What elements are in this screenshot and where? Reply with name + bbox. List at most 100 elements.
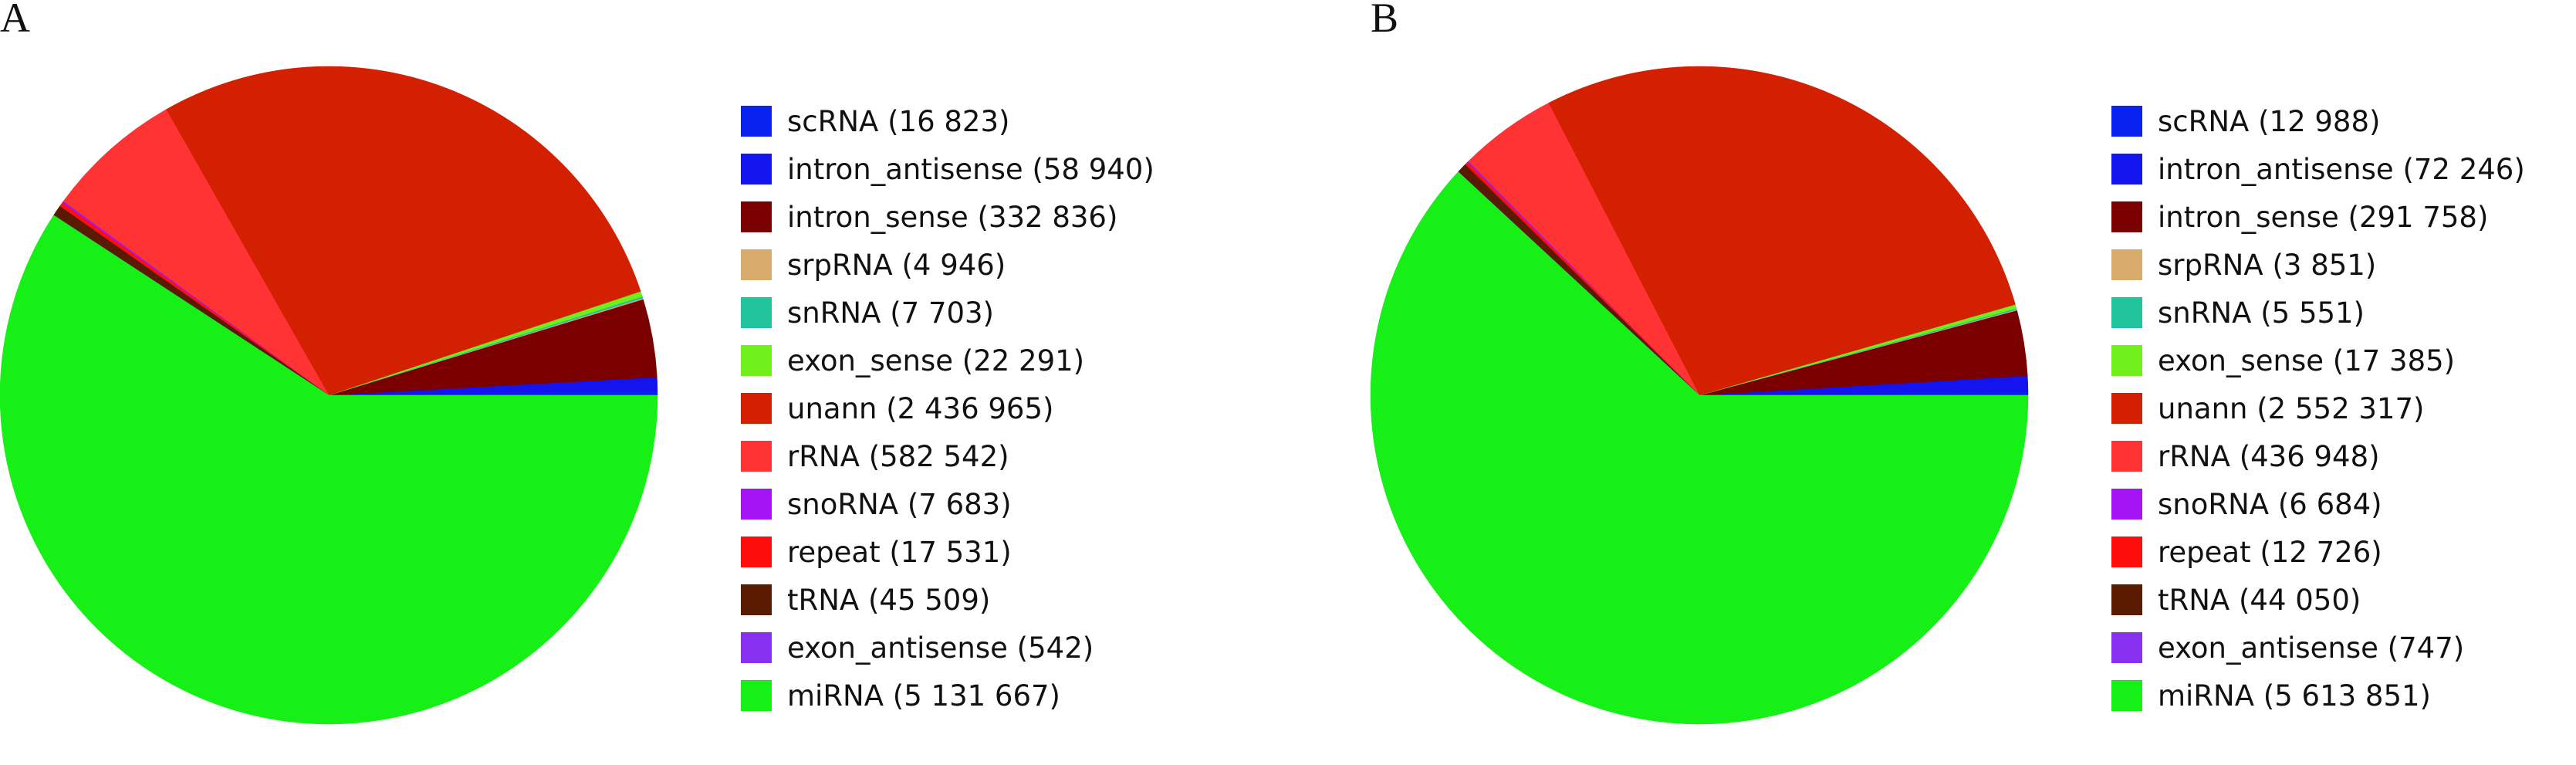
legend-count: (45 509): [867, 583, 991, 617]
legend-count: (4 946): [901, 248, 1006, 282]
legend-label: intron_sense (332 836): [787, 201, 1117, 234]
legend-count: (7 683): [907, 487, 1012, 521]
legend-category: srpRNA: [2158, 248, 2263, 282]
legend-category: rRNA: [2158, 439, 2230, 473]
legend-label: miRNA (5 613 851): [2158, 679, 2431, 713]
legend-category: exon_antisense: [2158, 631, 2378, 665]
legend-swatch: [741, 632, 772, 663]
legend-swatch: [2111, 537, 2142, 567]
legend-swatch: [2111, 680, 2142, 711]
legend-swatch: [2111, 393, 2142, 424]
legend-label: scRNA (12 988): [2158, 105, 2380, 138]
legend: scRNA (16 823) intron_antisense (58 940) i…: [741, 97, 1154, 719]
legend-count: (17 385): [2332, 344, 2456, 377]
legend-swatch: [741, 201, 772, 232]
legend-count: (12 726): [2260, 535, 2382, 569]
legend-label: exon_sense (17 385): [2158, 344, 2455, 377]
legend-label: exon_antisense (542): [787, 631, 1094, 665]
legend-category: snoRNA: [2158, 487, 2270, 521]
legend-entry: scRNA (16 823): [741, 97, 1154, 145]
legend-count: (6 684): [2277, 487, 2382, 521]
legend-count: (5 551): [2260, 296, 2365, 330]
legend-swatch: [2111, 201, 2142, 232]
legend-label: rRNA (436 948): [2158, 440, 2380, 473]
legend-count: (58 940): [1032, 152, 1154, 186]
legend-category: snoRNA: [787, 487, 899, 521]
legend-category: intron_antisense: [787, 152, 1023, 186]
legend-label: tRNA (45 509): [787, 584, 990, 617]
legend-entry: snRNA (5 551): [2111, 289, 2525, 337]
legend-swatch: [741, 297, 772, 328]
legend-count: (12 988): [2258, 104, 2381, 138]
legend-swatch: [741, 537, 772, 567]
legend-label: snoRNA (7 683): [787, 488, 1012, 521]
legend-label: repeat (17 531): [787, 536, 1012, 569]
legend-swatch: [741, 249, 772, 280]
legend-swatch: [741, 584, 772, 615]
legend-category: exon_antisense: [787, 631, 1008, 665]
legend-count: (22 291): [962, 344, 1085, 377]
legend-swatch: [741, 489, 772, 520]
legend-swatch: [2111, 249, 2142, 280]
legend-category: intron_sense: [2158, 200, 2339, 234]
legend-category: snRNA: [2158, 296, 2252, 330]
legend-count: (332 836): [977, 200, 1118, 234]
legend-swatch: [741, 154, 772, 184]
legend-label: srpRNA (3 851): [2158, 249, 2376, 282]
legend-entry: srpRNA (3 851): [2111, 241, 2525, 289]
legend-label: miRNA (5 131 667): [787, 679, 1060, 713]
legend-label: exon_sense (22 291): [787, 344, 1084, 377]
legend-label: rRNA (582 542): [787, 440, 1009, 473]
legend-category: repeat: [2158, 535, 2251, 569]
legend-label: srpRNA (4 946): [787, 249, 1006, 282]
legend-count: (2 552 317): [2257, 391, 2425, 425]
legend-label: repeat (12 726): [2158, 536, 2382, 569]
pie-slice-rrna: [63, 109, 330, 396]
legend-entry: repeat (17 531): [741, 528, 1154, 576]
legend-count: (44 050): [2238, 583, 2361, 617]
legend-count: (436 948): [2239, 439, 2380, 473]
chart-panel-b: B scRNA (12 988) intron_antisense (72 246…: [1370, 0, 2576, 765]
legend-entry: tRNA (45 509): [741, 576, 1154, 624]
legend-count: (7 703): [890, 296, 994, 330]
legend-entry: snoRNA (7 683): [741, 480, 1154, 528]
legend-swatch: [2111, 154, 2142, 184]
legend-category: scRNA: [787, 104, 879, 138]
legend-entry: miRNA (5 613 851): [2111, 672, 2525, 719]
legend-swatch: [2111, 489, 2142, 520]
legend-entry: intron_sense (291 758): [2111, 193, 2525, 241]
legend-count: (5 131 667): [892, 679, 1060, 713]
legend-entry: intron_sense (332 836): [741, 193, 1154, 241]
legend-label: unann (2 436 965): [787, 392, 1053, 425]
pie-slice-unann: [165, 66, 641, 396]
legend-entry: snoRNA (6 684): [2111, 480, 2525, 528]
legend-count: (5 613 851): [2263, 679, 2431, 713]
legend-category: tRNA: [2158, 583, 2230, 617]
legend-label: intron_antisense (72 246): [2158, 153, 2525, 186]
legend-swatch: [741, 393, 772, 424]
legend-entry: unann (2 436 965): [741, 384, 1154, 432]
legend-category: exon_sense: [2158, 344, 2324, 377]
legend-count: (747): [2387, 631, 2465, 665]
legend-entry: snRNA (7 703): [741, 289, 1154, 337]
panel-label: B: [1371, 0, 1399, 41]
legend-entry: unann (2 552 317): [2111, 384, 2525, 432]
legend-entry: scRNA (12 988): [2111, 97, 2525, 145]
legend-count: (582 542): [868, 439, 1009, 473]
legend-count: (3 851): [2272, 248, 2377, 282]
legend-swatch: [2111, 441, 2142, 472]
legend-label: tRNA (44 050): [2158, 584, 2361, 617]
legend-label: snoRNA (6 684): [2158, 488, 2382, 521]
legend-category: scRNA: [2158, 104, 2250, 138]
legend-entry: intron_antisense (72 246): [2111, 145, 2525, 193]
legend-category: repeat: [787, 535, 881, 569]
legend-category: intron_antisense: [2158, 152, 2394, 186]
legend-count: (17 531): [889, 535, 1012, 569]
legend-entry: exon_antisense (747): [2111, 624, 2525, 672]
legend-category: rRNA: [787, 439, 860, 473]
legend-swatch: [2111, 297, 2142, 328]
panel-label: A: [0, 0, 30, 41]
legend-category: unann: [2158, 391, 2248, 425]
legend-entry: exon_sense (17 385): [2111, 337, 2525, 384]
legend-count: (72 246): [2402, 152, 2525, 186]
